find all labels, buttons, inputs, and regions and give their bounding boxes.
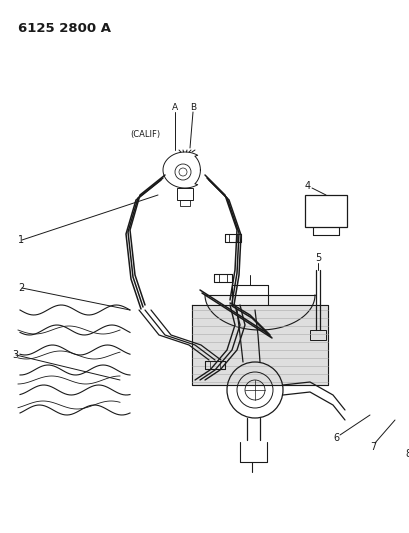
Text: 6125 2800 A: 6125 2800 A bbox=[18, 22, 111, 35]
Polygon shape bbox=[191, 305, 327, 385]
Text: 1: 1 bbox=[18, 235, 24, 245]
Text: 7: 7 bbox=[369, 442, 375, 452]
Bar bbox=[177, 188, 193, 200]
Text: 6: 6 bbox=[332, 433, 338, 443]
Text: 4: 4 bbox=[304, 181, 310, 191]
Text: 3: 3 bbox=[12, 350, 18, 360]
Text: 2: 2 bbox=[18, 283, 24, 293]
Text: 8: 8 bbox=[404, 449, 409, 459]
Bar bbox=[304, 195, 346, 227]
Bar bbox=[180, 200, 189, 206]
Text: 5: 5 bbox=[314, 253, 320, 263]
Bar bbox=[309, 330, 325, 340]
Text: B: B bbox=[189, 103, 196, 112]
Text: A: A bbox=[171, 103, 178, 112]
Text: (CALIF): (CALIF) bbox=[130, 131, 160, 140]
